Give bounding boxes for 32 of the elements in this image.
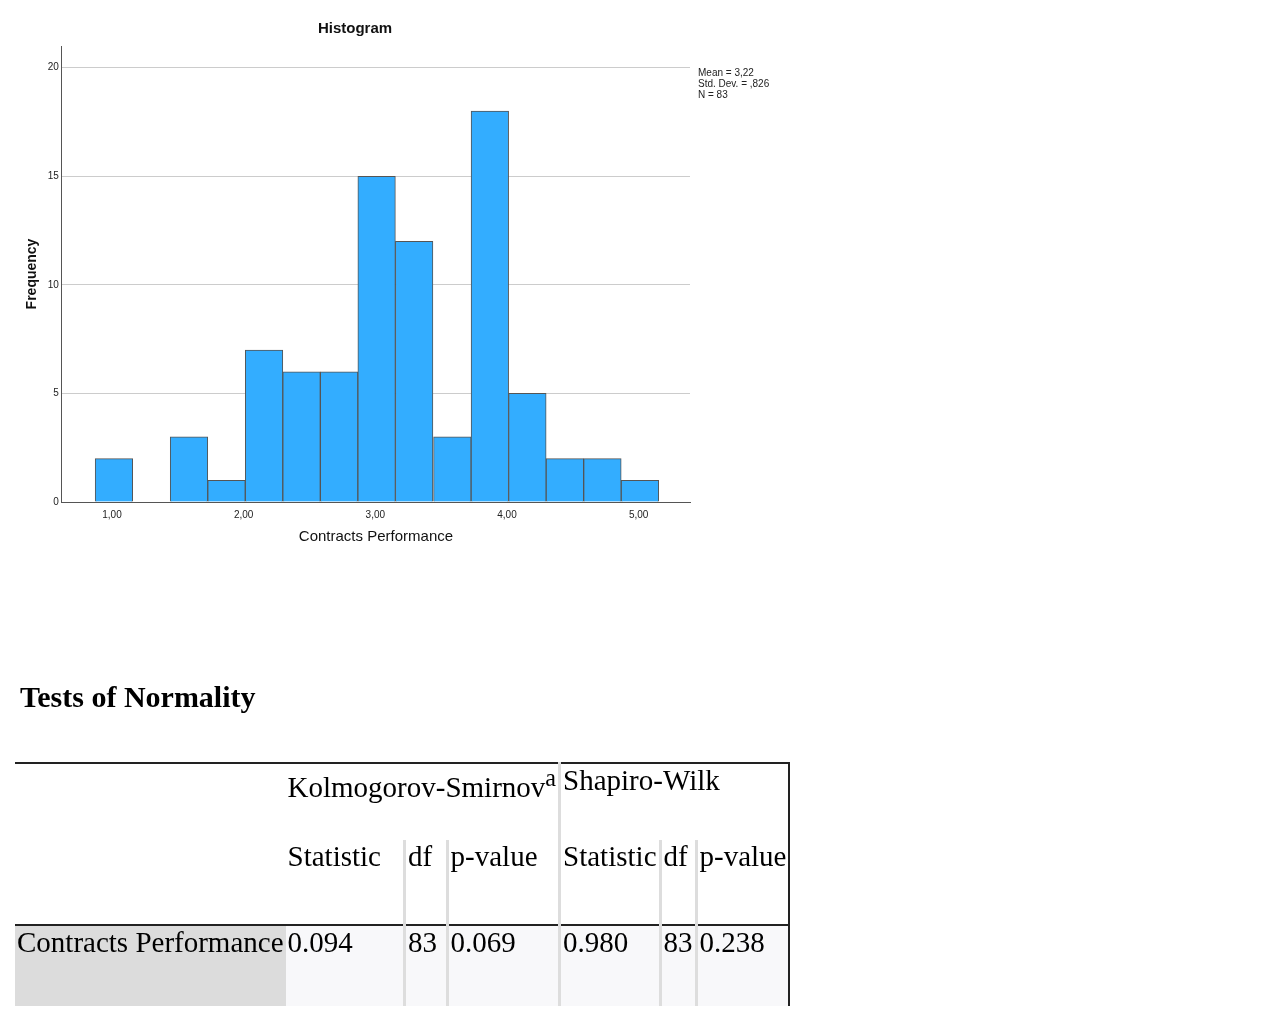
text: N = 83 [698,88,729,100]
text: 83 [660,925,697,1006]
text: df [660,840,697,925]
y-tick-label: 0 [53,495,60,507]
x-tick-label: 3,00 [365,508,386,520]
y-tick-label: 15 [47,170,60,182]
text: df [404,840,448,925]
text: 0.069 [447,925,560,1006]
y-tick-label: 20 [47,61,60,73]
text: 0.094 [285,925,405,1006]
text: 83 [404,925,448,1006]
text: Statistic [286,840,382,874]
text: Mean = 3,22 [698,66,755,78]
text: p-value [447,840,560,925]
text: Contracts Performance [15,925,286,1006]
x-axis-title: Contracts Performance [298,527,454,545]
text: 0.980 [559,925,661,1006]
x-tick-label: 4,00 [497,508,518,520]
text: Statistic [559,840,661,925]
text: 0.238 [696,925,790,1006]
y-tick-label: 5 [53,387,60,399]
text: Tests of Normality [20,680,256,714]
chart-title: Histogram [317,19,393,37]
y-tick-label: 10 [47,278,60,290]
x-tick-label: 2,00 [233,508,254,520]
text: p-value [696,840,790,925]
text: Kolmogorov-Smirnov$^{a}$ [286,763,558,805]
text: Shapiro-Wilk [559,763,790,840]
text: Std. Dev. = ,826 [698,77,770,89]
x-tick-label: 5,00 [628,508,649,520]
x-tick-label: 1,00 [102,508,123,520]
y-axis-title: Frequency [23,238,40,310]
